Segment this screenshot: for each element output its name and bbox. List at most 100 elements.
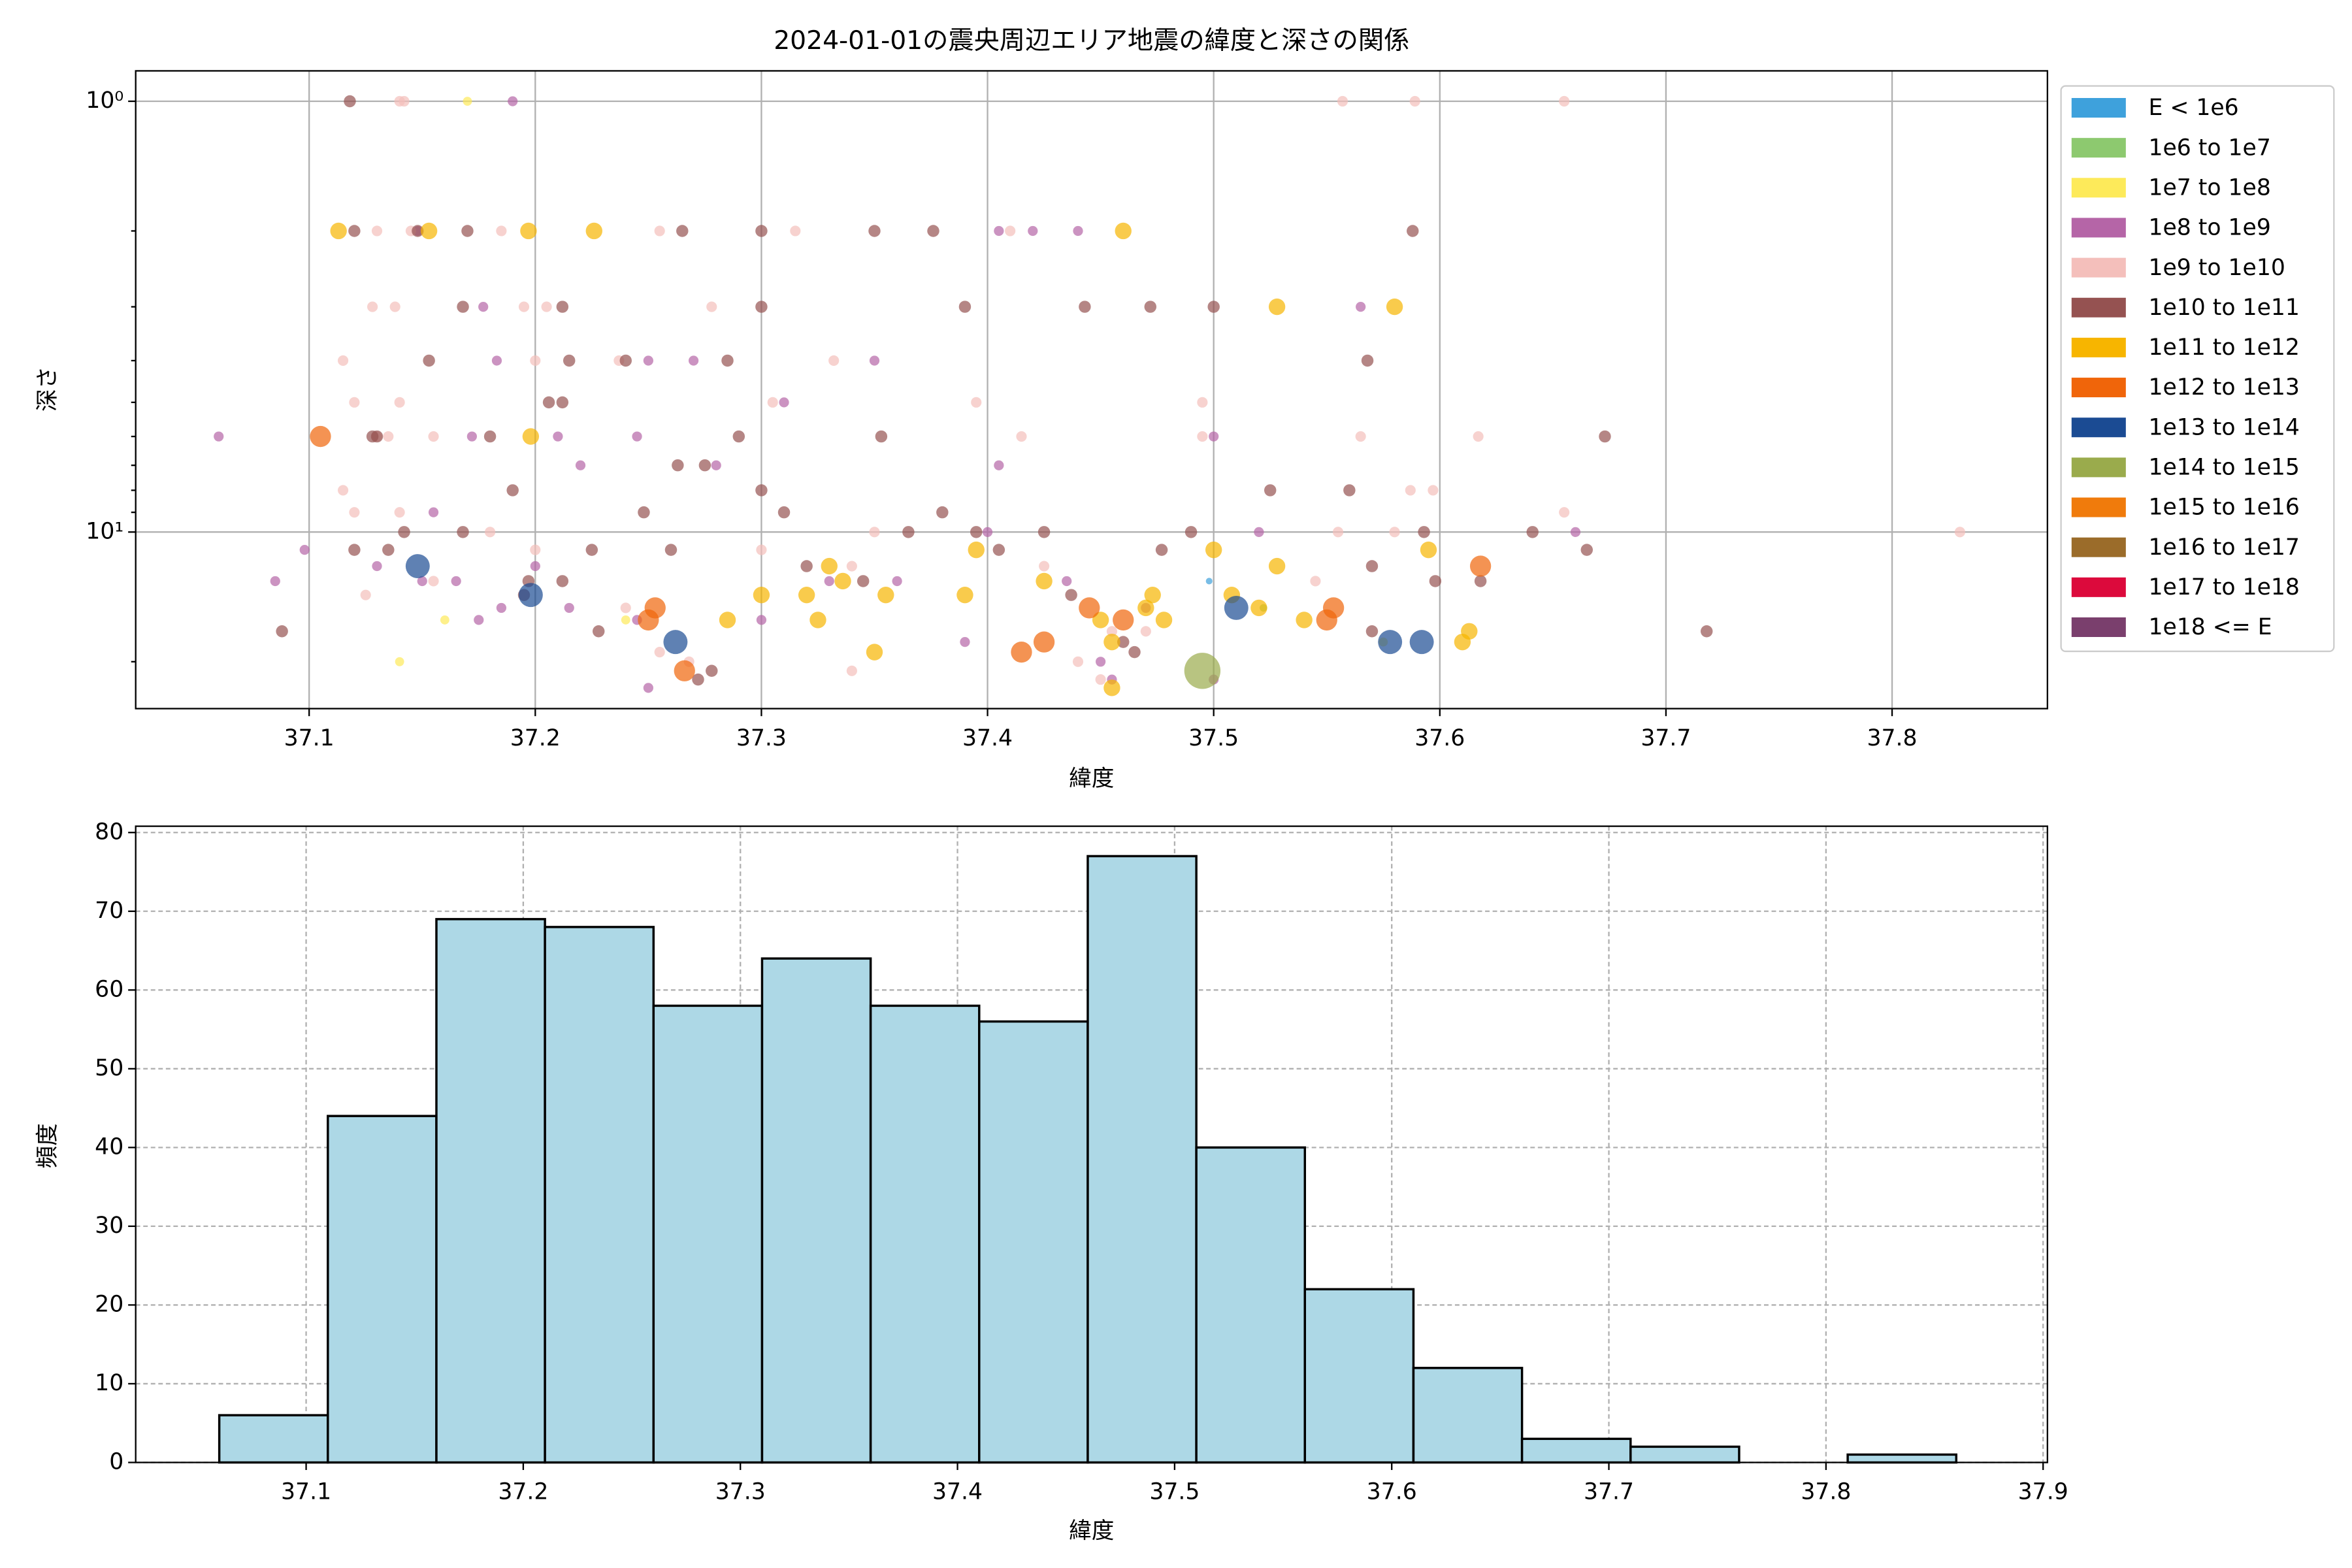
bar <box>760 957 872 1464</box>
point <box>638 506 650 519</box>
y-axis-label: 深さ <box>35 367 61 412</box>
point <box>1072 656 1084 667</box>
point <box>1144 301 1156 313</box>
point <box>395 657 404 666</box>
point <box>518 301 530 312</box>
point <box>506 484 519 497</box>
point <box>902 526 915 538</box>
point <box>971 397 982 408</box>
point <box>1095 674 1106 685</box>
point <box>992 544 1005 556</box>
legend-swatch <box>2071 297 2126 318</box>
bar <box>978 1020 1089 1464</box>
x-tick-label: 37.8 <box>1867 725 1918 751</box>
point <box>1268 298 1286 316</box>
point <box>349 507 360 518</box>
legend-swatch <box>2071 178 2126 198</box>
point <box>779 397 789 408</box>
point <box>1205 541 1222 559</box>
point <box>463 97 472 106</box>
point <box>1254 527 1264 537</box>
x-tick-label: 37.4 <box>962 725 1013 751</box>
legend-swatch <box>2071 138 2126 158</box>
bar <box>218 1414 329 1464</box>
plot-frame <box>135 825 2048 1463</box>
point <box>412 225 424 237</box>
point <box>1407 225 1419 237</box>
point <box>270 576 280 587</box>
x-tick-label: 37.3 <box>715 1479 766 1505</box>
point <box>1073 225 1083 237</box>
point <box>496 602 506 613</box>
point <box>1365 560 1379 572</box>
legend-label: 1e7 to 1e8 <box>2148 174 2270 201</box>
point <box>621 615 630 625</box>
point <box>474 615 484 625</box>
point <box>1028 225 1038 237</box>
point <box>828 355 840 367</box>
legend-label: 1e14 to 1e15 <box>2148 455 2299 481</box>
point <box>877 586 894 604</box>
point <box>654 647 665 658</box>
point <box>484 527 496 538</box>
bar <box>1629 1445 1740 1464</box>
point <box>1322 597 1345 619</box>
point <box>1429 575 1442 587</box>
point <box>1039 561 1050 572</box>
point <box>383 431 394 442</box>
point <box>1113 609 1134 631</box>
point <box>440 615 449 625</box>
point <box>672 459 684 472</box>
bar <box>1520 1437 1632 1464</box>
legend-label: 1e13 to 1e14 <box>2148 414 2299 440</box>
point <box>706 664 718 678</box>
x-tick-label: 37.6 <box>1367 1479 1417 1505</box>
y-tick-label: 80 <box>95 819 123 845</box>
point <box>420 222 438 240</box>
point <box>1103 633 1120 651</box>
point <box>1474 575 1487 587</box>
point <box>869 355 880 366</box>
legend-frame <box>2060 85 2335 653</box>
legend-label: 1e11 to 1e12 <box>2148 335 2299 361</box>
point <box>1036 572 1053 590</box>
point <box>1140 626 1151 637</box>
point <box>338 355 349 367</box>
point <box>371 225 383 237</box>
point <box>372 561 382 572</box>
point <box>1207 301 1220 313</box>
point <box>721 354 734 367</box>
point <box>798 586 815 604</box>
point <box>1092 612 1109 629</box>
x-tick-label: 37.4 <box>932 1479 983 1505</box>
x-tick-label: 37.2 <box>498 1479 548 1505</box>
legend-swatch <box>2071 417 2126 438</box>
legend-swatch <box>2071 457 2126 478</box>
point <box>753 586 770 604</box>
point <box>399 95 410 107</box>
point <box>1115 222 1132 240</box>
point <box>1095 657 1106 667</box>
point <box>1599 430 1611 443</box>
point <box>956 586 973 604</box>
point <box>1355 431 1366 442</box>
point <box>1954 527 1965 538</box>
point <box>1209 431 1219 442</box>
y-tick-label: 0 <box>109 1448 123 1475</box>
point <box>423 354 435 367</box>
point <box>664 544 678 556</box>
legend-swatch <box>2071 537 2126 557</box>
bar <box>1412 1367 1524 1464</box>
legend-label: 1e6 to 1e7 <box>2148 135 2270 161</box>
y-tick-label: 10 <box>95 1370 123 1396</box>
point <box>1224 595 1249 620</box>
point <box>994 460 1004 470</box>
point <box>491 355 502 366</box>
point <box>367 301 378 312</box>
point <box>767 397 778 408</box>
point <box>530 355 541 367</box>
point <box>824 576 834 587</box>
point <box>330 222 347 240</box>
point <box>1155 612 1173 629</box>
